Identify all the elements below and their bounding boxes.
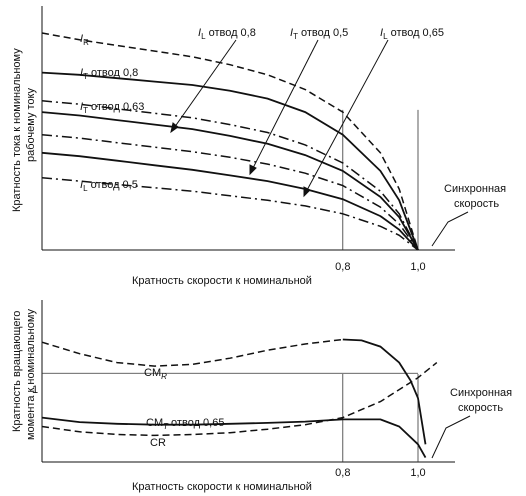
series-line-3 — [41, 111, 419, 251]
series-line-4 — [41, 133, 419, 251]
label-cm-t: CMT отвод 0,65 — [146, 417, 224, 431]
sync-speed-label-line-1: Синхронная — [450, 387, 512, 399]
torque-chart: 0,8 1,0 1 Кратность вращающего момента к … — [11, 300, 512, 493]
label-it-05: IT отвод 0,5 — [290, 27, 348, 41]
sync-speed-pointer — [431, 415, 471, 459]
series-line-0 — [41, 338, 343, 367]
reference-lines — [42, 372, 419, 462]
series-line-2 — [41, 100, 419, 251]
series-line-3 — [41, 362, 438, 437]
series-line-1 — [41, 71, 419, 251]
series-line-5 — [41, 151, 419, 251]
x-axis-title: Кратность скорости к номинальной — [132, 275, 312, 287]
label-il-08: IL отвод 0,8 — [198, 27, 256, 41]
series-group — [41, 32, 419, 251]
y-axis-title-line-2: рабочему току — [25, 88, 37, 162]
series-group — [41, 338, 438, 459]
series-line-2 — [41, 416, 427, 459]
label-il-05: IL отвод 0,5 — [80, 179, 138, 193]
reference-lines — [342, 109, 419, 250]
x-axis-title: Кратность скорости к номинальной — [132, 481, 312, 493]
label-i-r: IR — [80, 33, 89, 47]
y-tick-label: 1 — [32, 384, 38, 396]
y-axis-title-line-2: момента к номинальному — [25, 308, 37, 440]
series-line-6 — [41, 176, 419, 251]
current-chart: 0,8 1,0 Кратность тока к номинальному раб… — [11, 6, 506, 287]
y-axis-title-line-1: Кратность вращающего — [11, 311, 23, 432]
label-it-063: IT отвод 0,63 — [80, 101, 144, 115]
sync-speed-label-line-2: скорость — [454, 198, 499, 210]
leader-lines — [170, 39, 389, 198]
x-tick-labels: 0,8 1,0 — [335, 261, 425, 273]
x-tick-label-0: 0,8 — [335, 261, 350, 273]
x-tick-label-1: 1,0 — [410, 261, 425, 273]
label-il-065: IL отвод 0,65 — [380, 27, 444, 41]
sync-speed-label-line-2: скорость — [458, 402, 503, 414]
x-tick-label-1: 1,0 — [410, 467, 425, 479]
sync-speed-label-line-1: Синхронная — [444, 183, 506, 195]
sync-speed-pointer — [431, 211, 469, 247]
y-axis-title-line-1: Кратность тока к номинальному — [11, 48, 23, 212]
x-tick-labels: 0,8 1,0 — [335, 467, 425, 479]
label-cr: CR — [150, 437, 166, 449]
x-tick-label-0: 0,8 — [335, 467, 350, 479]
series-line-1 — [342, 338, 427, 445]
series-line-0 — [41, 32, 419, 251]
label-cm-r: CMR — [144, 367, 167, 381]
label-it-08: IT отвод 0,8 — [80, 67, 138, 81]
